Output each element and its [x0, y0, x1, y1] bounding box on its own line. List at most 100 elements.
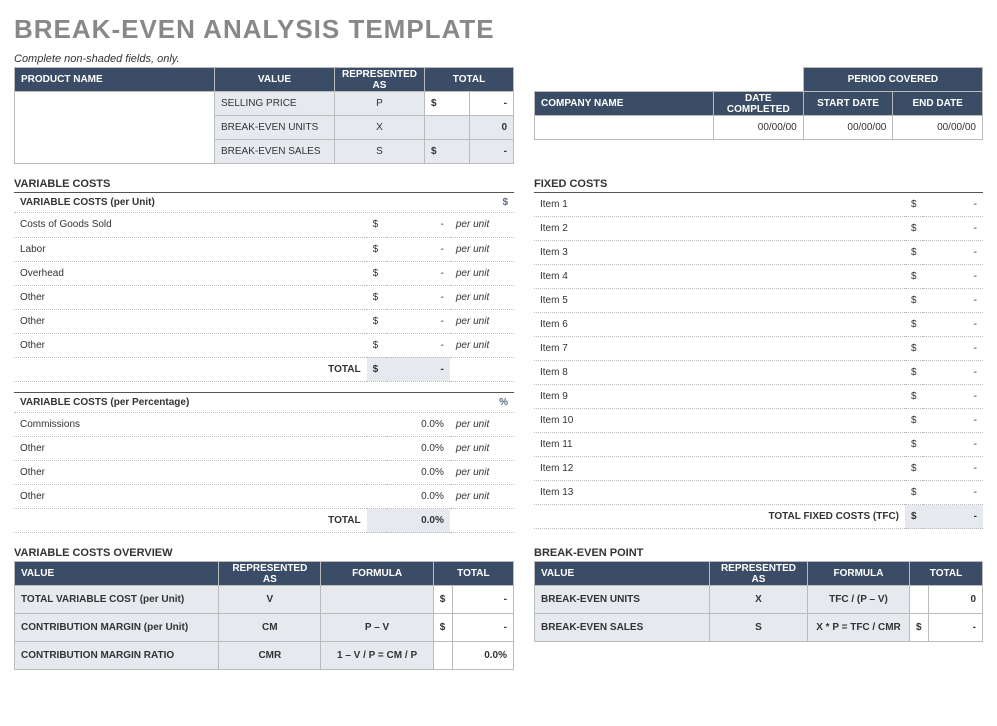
- vc-pct-total-value: 0.0%: [386, 509, 450, 533]
- vc-unit-value[interactable]: -: [386, 261, 450, 285]
- fc-value[interactable]: -: [923, 265, 983, 289]
- vc-unit-label[interactable]: Costs of Goods Sold: [14, 213, 367, 237]
- fc-value[interactable]: -: [923, 409, 983, 433]
- vc-unit-unit: per unit: [450, 309, 514, 333]
- ov-row-value: BREAK-EVEN SALES: [535, 614, 710, 642]
- vc-pct-value[interactable]: 0.0%: [386, 437, 450, 461]
- company-header-completed: DATE COMPLETED: [713, 92, 803, 116]
- dollar-icon: $: [502, 197, 508, 208]
- fc-dollar: $: [905, 361, 923, 385]
- fc-label[interactable]: Item 1: [534, 193, 905, 217]
- variable-costs-pct-table: Commissions0.0%per unitOther0.0%per unit…: [14, 413, 514, 534]
- vc-pct-unit: per unit: [450, 413, 514, 437]
- product-header-total: TOTAL: [425, 68, 514, 92]
- ov-row-rep: X: [709, 586, 807, 614]
- fc-label[interactable]: Item 2: [534, 217, 905, 241]
- ov-header-value: VALUE: [535, 562, 710, 586]
- company-header-end: END DATE: [893, 92, 983, 116]
- vc-unit-label[interactable]: Other: [14, 333, 367, 357]
- vc-unit-value[interactable]: -: [386, 309, 450, 333]
- vc-unit-dollar: $: [367, 333, 386, 357]
- fc-dollar: $: [905, 289, 923, 313]
- vc-pct-total-label: TOTAL: [14, 509, 367, 533]
- fc-value[interactable]: -: [923, 337, 983, 361]
- fc-dollar: $: [905, 217, 923, 241]
- vc-unit-label[interactable]: Overhead: [14, 261, 367, 285]
- ov-row-rep: CM: [219, 614, 321, 642]
- fc-label[interactable]: Item 5: [534, 289, 905, 313]
- fc-dollar: $: [905, 337, 923, 361]
- fc-label[interactable]: Item 7: [534, 337, 905, 361]
- vc-pct-spacer: [367, 485, 386, 509]
- fc-label[interactable]: Item 3: [534, 241, 905, 265]
- product-row-value: BREAK-EVEN SALES: [215, 140, 335, 164]
- product-table: PRODUCT NAME VALUE REPRESENTED AS TOTAL …: [14, 67, 514, 164]
- product-name-input[interactable]: [15, 92, 215, 164]
- fc-value[interactable]: -: [923, 241, 983, 265]
- fc-value[interactable]: -: [923, 457, 983, 481]
- fc-value[interactable]: -: [923, 385, 983, 409]
- vc-pct-label[interactable]: Commissions: [14, 413, 367, 437]
- variable-costs-title: VARIABLE COSTS: [14, 178, 514, 190]
- date-completed-input[interactable]: 00/00/00: [713, 116, 803, 140]
- fc-total-value: -: [923, 505, 983, 529]
- product-row-rep: S: [335, 140, 425, 164]
- vc-pct-value[interactable]: 0.0%: [386, 461, 450, 485]
- fc-value[interactable]: -: [923, 361, 983, 385]
- vc-pct-unit: per unit: [450, 485, 514, 509]
- vc-unit-value[interactable]: -: [386, 213, 450, 237]
- fc-label[interactable]: Item 11: [534, 433, 905, 457]
- fc-label[interactable]: Item 8: [534, 361, 905, 385]
- fc-label[interactable]: Item 9: [534, 385, 905, 409]
- fc-value[interactable]: -: [923, 313, 983, 337]
- end-date-input[interactable]: 00/00/00: [893, 116, 983, 140]
- fc-dollar: $: [905, 193, 923, 217]
- vc-unit-label[interactable]: Other: [14, 285, 367, 309]
- fc-label[interactable]: Item 4: [534, 265, 905, 289]
- vc-pct-value[interactable]: 0.0%: [386, 413, 450, 437]
- vc-pct-value[interactable]: 0.0%: [386, 485, 450, 509]
- vc-unit-value[interactable]: -: [386, 237, 450, 261]
- vc-pct-unit: per unit: [450, 461, 514, 485]
- ov-row-total: 0: [928, 586, 982, 614]
- company-header-name: COMPANY NAME: [535, 92, 714, 116]
- vc-unit-dollar: $: [367, 285, 386, 309]
- period-covered-header: PERIOD COVERED: [803, 68, 982, 92]
- ov-row-total: -: [452, 586, 513, 614]
- vc-pct-label[interactable]: Other: [14, 461, 367, 485]
- variable-costs-pct-header: VARIABLE COSTS (per Percentage) %: [14, 392, 514, 413]
- product-header-rep: REPRESENTED AS: [335, 68, 425, 92]
- start-date-input[interactable]: 00/00/00: [803, 116, 893, 140]
- fc-label[interactable]: Item 10: [534, 409, 905, 433]
- vc-unit-total-value: -: [386, 357, 450, 381]
- vc-unit-label[interactable]: Labor: [14, 237, 367, 261]
- fc-value[interactable]: -: [923, 433, 983, 457]
- vc-unit-value[interactable]: -: [386, 285, 450, 309]
- ov-row-total: -: [452, 614, 513, 642]
- vc-unit-value[interactable]: -: [386, 333, 450, 357]
- ov-row-formula: X * P = TFC / CMR: [807, 614, 909, 642]
- fc-label[interactable]: Item 12: [534, 457, 905, 481]
- product-header-value: VALUE: [215, 68, 335, 92]
- fc-value[interactable]: -: [923, 217, 983, 241]
- fc-value[interactable]: -: [923, 289, 983, 313]
- fixed-costs-table: Item 1$-Item 2$-Item 3$-Item 4$-Item 5$-…: [534, 192, 983, 529]
- vc-unit-total-blank: [450, 357, 514, 381]
- vc-unit-unit: per unit: [450, 237, 514, 261]
- vc-pct-label[interactable]: Other: [14, 437, 367, 461]
- ov-row-value: CONTRIBUTION MARGIN (per Unit): [15, 614, 219, 642]
- fc-value[interactable]: -: [923, 193, 983, 217]
- vc-unit-dollar: $: [367, 237, 386, 261]
- company-name-input[interactable]: [535, 116, 714, 140]
- fc-value[interactable]: -: [923, 481, 983, 505]
- company-header-start: START DATE: [803, 92, 893, 116]
- vc-unit-label[interactable]: Other: [14, 309, 367, 333]
- ov-header-rep: REPRESENTED AS: [219, 562, 321, 586]
- fc-label[interactable]: Item 6: [534, 313, 905, 337]
- fc-label[interactable]: Item 13: [534, 481, 905, 505]
- vc-pct-label[interactable]: Other: [14, 485, 367, 509]
- ov-header-formula: FORMULA: [321, 562, 433, 586]
- ov-row-dollar: $: [910, 614, 929, 642]
- product-row-value: SELLING PRICE: [215, 92, 335, 116]
- product-row-total[interactable]: -: [469, 92, 514, 116]
